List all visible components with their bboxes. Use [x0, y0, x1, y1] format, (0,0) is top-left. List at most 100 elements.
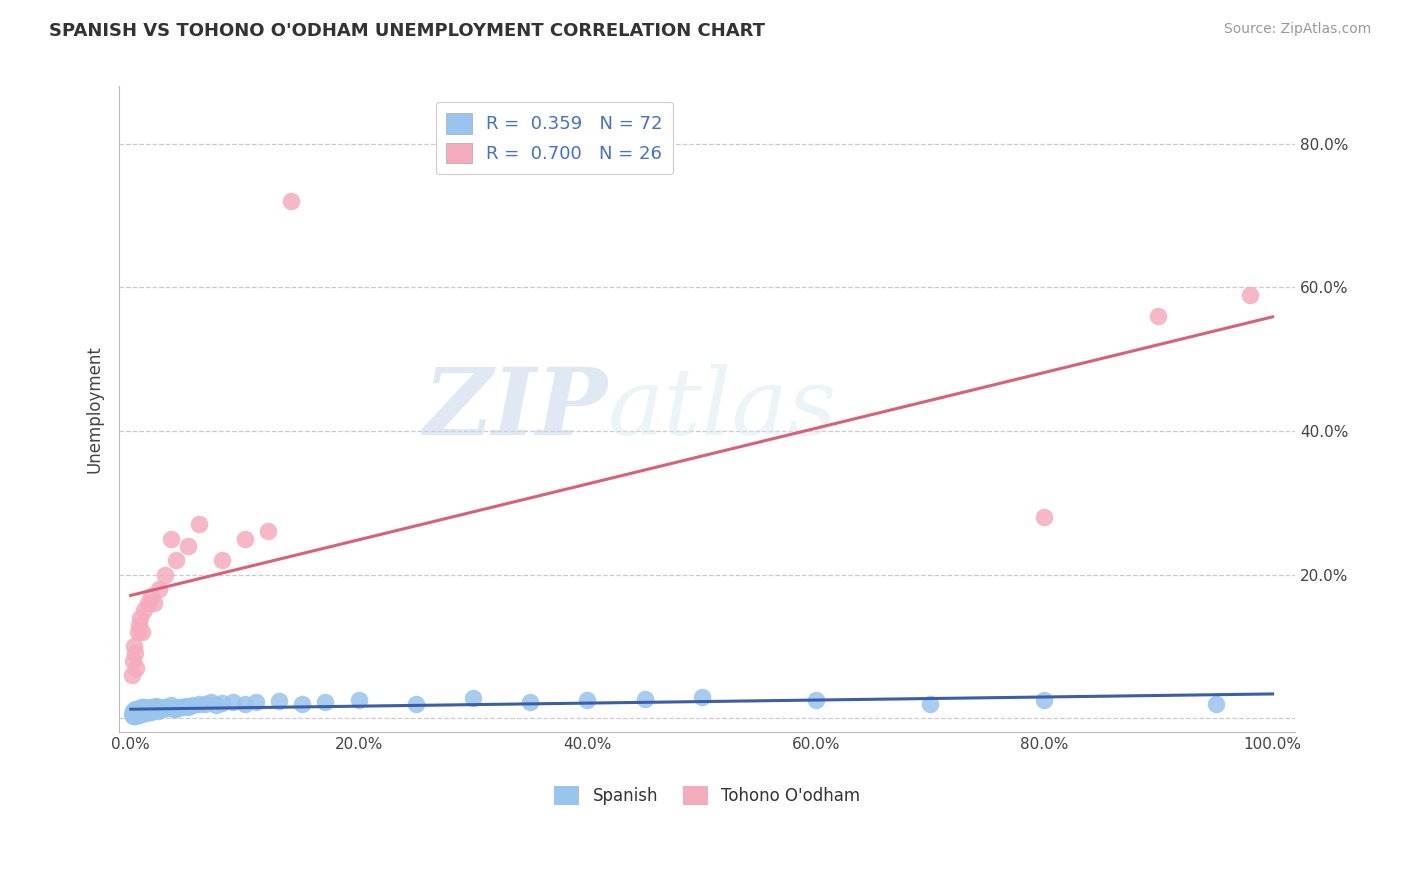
Point	[159, 698, 181, 713]
Point	[131, 702, 153, 716]
Text: atlas: atlas	[607, 365, 837, 454]
Point	[141, 589, 163, 603]
Point	[127, 706, 149, 721]
Point	[1239, 287, 1261, 301]
Point	[918, 697, 941, 711]
Point	[122, 640, 145, 654]
Point	[1205, 697, 1227, 711]
Point	[122, 706, 145, 720]
Point	[122, 654, 145, 668]
Point	[167, 699, 190, 714]
Point	[148, 582, 170, 596]
Point	[128, 705, 150, 719]
Point	[222, 695, 245, 709]
Point	[633, 692, 655, 706]
Point	[156, 700, 179, 714]
Point	[405, 697, 427, 711]
Point	[211, 553, 233, 567]
Point	[121, 668, 143, 682]
Point	[1033, 510, 1056, 524]
Point	[188, 517, 211, 532]
Point	[125, 708, 148, 723]
Point	[134, 603, 156, 617]
Point	[194, 698, 217, 712]
Point	[122, 708, 145, 723]
Point	[165, 553, 187, 567]
Point	[804, 693, 827, 707]
Point	[188, 697, 211, 711]
Point	[690, 690, 713, 704]
Point	[177, 539, 200, 553]
Point	[125, 661, 148, 675]
Point	[183, 698, 205, 713]
Text: ZIP: ZIP	[423, 365, 607, 454]
Point	[131, 706, 153, 720]
Point	[145, 698, 167, 713]
Point	[233, 532, 256, 546]
Point	[165, 702, 187, 716]
Point	[128, 708, 150, 723]
Point	[141, 702, 163, 716]
Text: SPANISH VS TOHONO O'ODHAM UNEMPLOYMENT CORRELATION CHART: SPANISH VS TOHONO O'ODHAM UNEMPLOYMENT C…	[49, 22, 765, 40]
Point	[150, 699, 173, 714]
Point	[162, 702, 184, 716]
Point	[177, 699, 200, 714]
Point	[143, 703, 166, 717]
Point	[1033, 693, 1056, 707]
Point	[128, 702, 150, 716]
Point	[124, 702, 146, 716]
Text: Source: ZipAtlas.com: Source: ZipAtlas.com	[1223, 22, 1371, 37]
Point	[121, 707, 143, 722]
Y-axis label: Unemployment: Unemployment	[86, 345, 103, 474]
Point	[129, 700, 152, 714]
Point	[174, 698, 197, 713]
Legend: Spanish, Tohono O'odham: Spanish, Tohono O'odham	[547, 780, 868, 812]
Point	[129, 707, 152, 722]
Point	[136, 596, 159, 610]
Point	[128, 610, 150, 624]
Point	[139, 699, 162, 714]
Point	[136, 701, 159, 715]
Point	[200, 695, 222, 709]
Point	[132, 702, 155, 716]
Point	[128, 706, 150, 721]
Point	[152, 702, 174, 716]
Point	[1147, 309, 1170, 323]
Point	[280, 194, 302, 209]
Point	[127, 703, 149, 717]
Point	[142, 596, 165, 610]
Point	[122, 704, 145, 718]
Point	[125, 704, 148, 718]
Point	[205, 698, 228, 713]
Point	[347, 693, 370, 707]
Point	[159, 532, 181, 546]
Point	[135, 706, 157, 720]
Point	[146, 704, 169, 718]
Point	[125, 706, 148, 720]
Point	[135, 702, 157, 716]
Point	[122, 709, 145, 723]
Point	[148, 701, 170, 715]
Point	[153, 567, 176, 582]
Point	[256, 524, 278, 539]
Point	[269, 694, 291, 708]
Point	[124, 706, 146, 720]
Point	[463, 690, 485, 705]
Point	[128, 703, 150, 717]
Point	[576, 693, 599, 707]
Point	[131, 624, 153, 639]
Point	[138, 704, 160, 718]
Point	[245, 695, 267, 709]
Point	[291, 697, 314, 711]
Point	[127, 624, 149, 639]
Point	[141, 705, 163, 719]
Point	[128, 617, 150, 632]
Point	[124, 709, 146, 723]
Point	[124, 647, 146, 661]
Point	[142, 700, 165, 714]
Point	[153, 701, 176, 715]
Point	[314, 695, 336, 709]
Point	[134, 699, 156, 714]
Point	[132, 706, 155, 720]
Point	[211, 696, 233, 710]
